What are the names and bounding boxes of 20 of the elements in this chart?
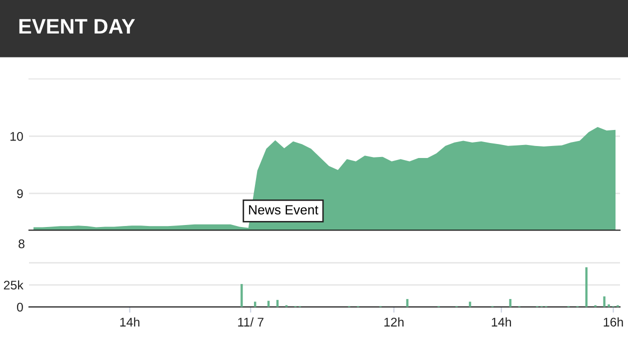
x-tick-label: 11/ 7 <box>238 317 264 327</box>
y-tick-label: 10 <box>10 132 23 141</box>
text: 8 <box>18 239 24 248</box>
x-tick-label: 12h <box>384 317 404 326</box>
bar <box>468 302 472 307</box>
bar <box>585 267 588 307</box>
y-tick-label: 25k <box>4 280 24 290</box>
x-tick-label: 16h <box>604 317 623 327</box>
bar <box>509 299 512 307</box>
annotation: News Event <box>249 205 318 214</box>
bar <box>608 304 610 307</box>
bar <box>254 302 256 307</box>
y-tick-label: 9 <box>17 189 23 198</box>
x-tick-label: 14h <box>120 317 140 326</box>
bar <box>406 299 408 307</box>
x-tick-label: 14h <box>492 317 511 326</box>
bar <box>603 296 606 307</box>
bar <box>240 284 243 307</box>
chart-title: EVENT DAY <box>19 19 135 34</box>
y-tick-label: 0 <box>16 302 23 312</box>
